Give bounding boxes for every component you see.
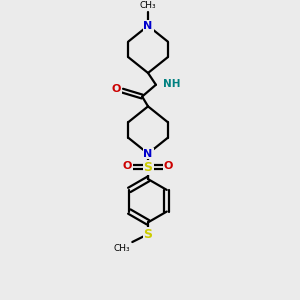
Text: N: N [143,21,153,31]
Text: CH₃: CH₃ [114,244,130,253]
Text: S: S [143,161,152,174]
Text: NH: NH [163,79,180,89]
Text: O: O [123,161,132,171]
Text: S: S [143,228,152,241]
Text: CH₃: CH₃ [140,1,156,10]
Text: N: N [143,148,153,159]
Text: O: O [112,84,121,94]
Text: O: O [164,161,173,171]
